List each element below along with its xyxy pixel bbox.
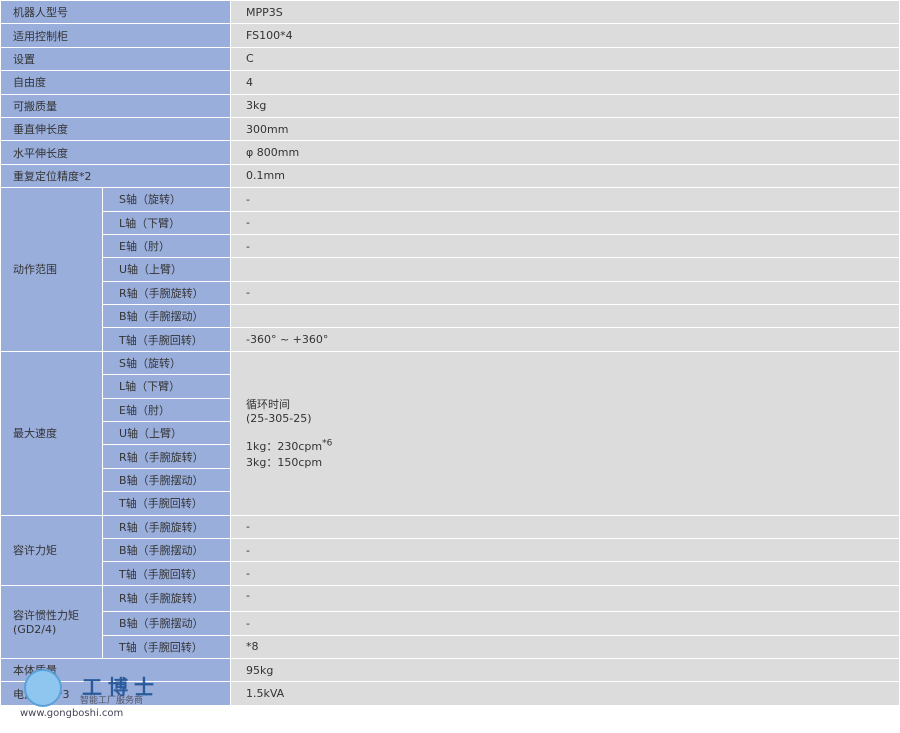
row-value: 95kg: [230, 657, 900, 683]
table-row: T轴（手腕回转） *8: [1, 634, 900, 659]
group-label: 动作范围: [13, 263, 57, 277]
row-value: φ 800mm: [230, 140, 900, 165]
axis-value: -: [230, 537, 900, 563]
table-row: U轴（上臂）: [1, 257, 900, 282]
table-row: 自由度 4: [0, 70, 900, 95]
axis-label: U轴（上臂）: [102, 421, 231, 446]
axis-value: [230, 257, 900, 282]
axis-label: B轴（手腕摆动）: [102, 537, 231, 563]
row-value: 3kg: [230, 93, 900, 118]
axis-value: -: [230, 280, 900, 306]
table-row: 动作范围 S轴（旋转） -: [0, 187, 900, 352]
cycle-time-label: 循环时间: [246, 398, 290, 412]
inertia-label: 容许惯性力矩 (GD2/4): [0, 584, 103, 659]
row-value: 0.1mm: [230, 163, 900, 189]
table-row: B轴（手腕摆动）: [1, 304, 900, 329]
row-label: 自由度: [0, 70, 231, 95]
table-row: R轴（手腕旋转）: [1, 444, 900, 469]
group-label: 容许力矩: [13, 544, 57, 558]
axis-value: [230, 304, 900, 329]
axis-label: R轴（手腕旋转）: [102, 280, 231, 306]
table-row: T轴（手腕回转） -360° ~ +360°: [1, 327, 900, 352]
table-row: 设置 C: [0, 46, 900, 72]
table-row: 垂直伸长度 300mm: [0, 116, 900, 142]
axis-value: -360° ~ +360°: [230, 327, 900, 352]
axis-label: B轴（手腕摆动）: [102, 611, 231, 636]
table-row: 本体质量 95kg: [0, 657, 900, 683]
table-row: 水平伸长度 φ 800mm: [0, 140, 900, 165]
row-value: C: [230, 46, 900, 72]
axis-label: U轴（上臂）: [102, 257, 231, 282]
group-label-sub: (GD2/4): [13, 623, 57, 637]
cycle-pattern: (25-305-25): [246, 412, 312, 426]
table-row: B轴（手腕摆动） -: [1, 611, 900, 636]
row-value: 1.5kVA: [230, 681, 900, 706]
table-row: 机器人型号 MPP3S: [0, 0, 900, 25]
axis-value: -: [230, 561, 900, 586]
axis-label: R轴（手腕旋转）: [102, 444, 231, 469]
table-row: 适用控制柜 FS100*4: [0, 23, 900, 48]
speed-label: 最大速度: [0, 350, 103, 516]
axis-value: *8: [230, 634, 900, 659]
row-value: MPP3S: [230, 0, 900, 25]
table-row: 容许惯性力矩 (GD2/4) R轴（手腕旋转） -: [0, 584, 900, 659]
motion-label: 动作范围: [0, 187, 103, 352]
row-label: 机器人型号: [0, 0, 231, 25]
speed-value: 循环时间 (25-305-25) 1kg：230cpm*6 3kg：150cpm: [230, 350, 900, 516]
axis-label: T轴（手腕回转）: [102, 327, 231, 352]
table-row: B轴（手腕摆动）: [1, 467, 900, 493]
axis-value: -: [230, 233, 900, 259]
table-row: E轴（肘）: [1, 397, 900, 423]
row-label: 设置: [0, 46, 231, 72]
table-row: 可搬质量 3kg: [0, 93, 900, 118]
table-row: U轴（上臂）: [1, 421, 900, 446]
table-row: 容许力矩 R轴（手腕旋转） -: [0, 514, 900, 586]
table-row: R轴（手腕旋转） -: [1, 280, 900, 306]
row-label: 适用控制柜: [0, 23, 231, 48]
axis-label: B轴（手腕摆动）: [102, 304, 231, 329]
group-label: 容许惯性力矩: [13, 609, 79, 623]
table-row: L轴（下臂）: [1, 374, 900, 399]
row-label: 本体质量: [0, 657, 231, 683]
axis-label: T轴（手腕回转）: [102, 491, 231, 516]
axis-label: E轴（肘）: [102, 233, 231, 259]
table-row: L轴（下臂） -: [1, 210, 900, 235]
torque-label: 容许力矩: [0, 514, 103, 586]
axis-label: L轴（下臂）: [102, 210, 231, 235]
table-row: 最大速度 S轴（旋转） 循环时间 (25-305-25) 1kg：230cpm*6 3kg…: [0, 350, 900, 516]
row-label: 水平伸长度: [0, 140, 231, 165]
watermark-site: www.gongboshi.com: [20, 708, 124, 719]
note-ref: *6: [322, 438, 333, 449]
table-row: E轴（肘） -: [1, 233, 900, 259]
row-label: 重复定位精度*2: [0, 163, 231, 189]
axis-label: T轴（手腕回转）: [102, 634, 231, 659]
axis-value: -: [230, 514, 900, 539]
axis-value: -: [230, 187, 900, 212]
speed-1kg: 1kg：230cpm: [246, 440, 323, 454]
row-value: 300mm: [230, 116, 900, 142]
spec-table: 机器人型号 MPP3S 适用控制柜 FS100*4 设置 C 自由度 4 可搬质量 3kg 垂直伸长…: [0, 0, 900, 706]
axis-label: S轴（旋转）: [102, 350, 231, 376]
row-value: FS100*4: [230, 23, 900, 48]
axis-label: L轴（下臂）: [102, 374, 231, 399]
axis-label: T轴（手腕回转）: [102, 561, 231, 586]
row-value: 4: [230, 70, 900, 95]
row-label: 电源容量*3: [0, 681, 231, 706]
axis-label: R轴（手腕旋转）: [102, 514, 231, 539]
axis-label: R轴（手腕旋转）: [102, 584, 231, 613]
axis-value: -: [230, 584, 900, 613]
speed-3kg: 3kg：150cpm: [246, 456, 323, 470]
table-row: B轴（手腕摆动） -: [1, 537, 900, 563]
axis-label: E轴（肘）: [102, 397, 231, 423]
table-row: 重复定位精度*2 0.1mm: [0, 163, 900, 189]
table-row: 电源容量*3 1.5kVA: [0, 681, 900, 706]
row-label: 垂直伸长度: [0, 116, 231, 142]
row-label: 可搬质量: [0, 93, 231, 118]
axis-value: -: [230, 611, 900, 636]
axis-label: S轴（旋转）: [102, 187, 231, 212]
axis-value: -: [230, 210, 900, 235]
axis-label: B轴（手腕摆动）: [102, 467, 231, 493]
table-row: T轴（手腕回转） -: [1, 561, 900, 586]
